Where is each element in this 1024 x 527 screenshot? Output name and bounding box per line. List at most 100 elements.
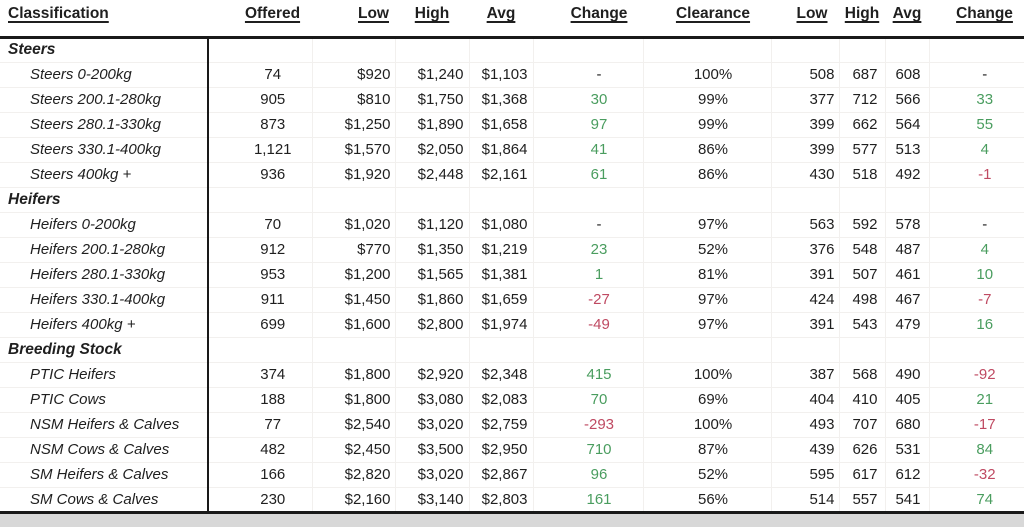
- cell-high-cwt: 498: [839, 287, 886, 313]
- table-row: Steers 400kg +936 $1,920 $2,448 $2,161 61 86%…: [0, 162, 1024, 188]
- table-row: Heifers 330.1-400kg 911 $1,450 $1,860 $1,659…: [0, 287, 1024, 313]
- cell-offered-empty: [208, 337, 313, 363]
- cell-change-price-empty: [533, 187, 644, 213]
- cell-change-price: 710: [533, 437, 644, 463]
- cell-avg-cwt: 487: [885, 237, 930, 263]
- cell-low-cwt: 430: [771, 162, 840, 188]
- cell-change-price: 70: [533, 387, 644, 413]
- cell-classification: Steers 280.1-330kg: [0, 112, 209, 138]
- cell-offered: 74: [208, 62, 313, 88]
- table-row: Heifers 200.1-280kg 912 $770 $1,350 $1,219 23…: [0, 237, 1024, 263]
- cell-clearance-empty: [643, 337, 772, 363]
- cell-low-cwt: 439: [771, 437, 840, 463]
- cell-change-price: 23: [533, 237, 644, 263]
- cell-classification: Steers 200.1-280kg: [0, 87, 209, 113]
- cell-avg-price: $2,950: [469, 437, 534, 463]
- cell-high-price: $3,020: [395, 412, 470, 438]
- table-body: Steers Steers 0-200kg 74 $920 $1,240 $1,103-1…: [0, 37, 1024, 514]
- cell-high-cwt: 577: [839, 137, 886, 163]
- cell-high-price: $3,140: [395, 487, 470, 514]
- cell-low-price: $1,920: [312, 162, 396, 188]
- cell-low-price: $1,800: [312, 362, 396, 388]
- cell-clearance: 99%: [643, 87, 772, 113]
- cell-high-price-empty: [395, 37, 470, 63]
- cell-change-cwt: -: [929, 62, 1024, 88]
- cell-change-cwt-empty: [929, 337, 1024, 363]
- col-header-high-price: High: [395, 0, 469, 39]
- cell-offered: 482: [208, 437, 313, 463]
- group-label: Steers: [0, 37, 209, 63]
- cell-classification: SM Cows & Calves: [0, 487, 209, 514]
- cell-low-price-empty: [312, 187, 396, 213]
- cell-change-cwt-empty: [929, 37, 1024, 63]
- col-header-avg-cwt: Avg: [885, 0, 929, 39]
- cell-low-price: $1,600: [312, 312, 396, 338]
- cell-low-price: $1,250: [312, 112, 396, 138]
- cell-classification: Heifers 330.1-400kg: [0, 287, 209, 313]
- col-header-low-cwt: Low: [771, 0, 839, 39]
- cell-offered: 911: [208, 287, 313, 313]
- cell-low-cwt: 399: [771, 137, 840, 163]
- table-row: NSM Heifers & Calves 77 $2,540 $3,020 $2,759…: [0, 412, 1024, 438]
- cell-avg-price: $2,803: [469, 487, 534, 514]
- cell-avg-cwt: 479: [885, 312, 930, 338]
- cell-clearance: 87%: [643, 437, 772, 463]
- cell-high-price: $2,050: [395, 137, 470, 163]
- cell-classification: NSM Heifers & Calves: [0, 412, 209, 438]
- cell-low-price: $1,450: [312, 287, 396, 313]
- cell-avg-cwt: 564: [885, 112, 930, 138]
- cell-low-cwt: 563: [771, 212, 840, 238]
- cell-high-cwt: 712: [839, 87, 886, 113]
- header-row: Classification Offered Low High Avg Chan…: [0, 0, 1024, 39]
- col-header-classification: Classification: [0, 0, 208, 39]
- cell-avg-cwt: 461: [885, 262, 930, 288]
- table-row: NSM Cows & Calves 482 $2,450 $3,500 $2,950 71…: [0, 437, 1024, 463]
- cell-clearance: 52%: [643, 237, 772, 263]
- group-header-row: Breeding Stock: [0, 337, 1024, 363]
- cell-avg-price: $2,867: [469, 462, 534, 488]
- cell-low-price: $810: [312, 87, 396, 113]
- cell-low-price: $2,820: [312, 462, 396, 488]
- cell-high-price: $1,120: [395, 212, 470, 238]
- cell-high-cwt: 568: [839, 362, 886, 388]
- cell-low-cwt: 493: [771, 412, 840, 438]
- cell-avg-price-empty: [469, 37, 534, 63]
- market-report-sheet: Classification Offered Low High Avg Chan…: [0, 0, 1024, 514]
- cell-avg-price: $1,368: [469, 87, 534, 113]
- col-header-avg-price: Avg: [469, 0, 533, 39]
- cell-low-price: $920: [312, 62, 396, 88]
- cell-high-price: $3,020: [395, 462, 470, 488]
- cell-high-price: $2,920: [395, 362, 470, 388]
- cell-change-price: -49: [533, 312, 644, 338]
- cell-low-price: $1,800: [312, 387, 396, 413]
- cell-low-cwt: 391: [771, 312, 840, 338]
- col-header-change-price: Change: [533, 0, 643, 39]
- cell-avg-cwt: 541: [885, 487, 930, 514]
- table-row: Steers 280.1-330kg 873 $1,250 $1,890 $1,658 9…: [0, 112, 1024, 138]
- cell-avg-price: $1,103: [469, 62, 534, 88]
- cell-avg-price: $2,161: [469, 162, 534, 188]
- cell-low-cwt: 376: [771, 237, 840, 263]
- cell-low-cwt: 391: [771, 262, 840, 288]
- cell-change-cwt: 33: [929, 87, 1024, 113]
- cell-change-cwt: 4: [929, 137, 1024, 163]
- cell-clearance: 100%: [643, 412, 772, 438]
- cell-avg-cwt-empty: [885, 187, 930, 213]
- cell-classification: Heifers 0-200kg: [0, 212, 209, 238]
- cell-avg-cwt: 405: [885, 387, 930, 413]
- cell-change-cwt: -7: [929, 287, 1024, 313]
- cell-low-price: $1,020: [312, 212, 396, 238]
- cell-clearance: 97%: [643, 212, 772, 238]
- cell-avg-price: $1,658: [469, 112, 534, 138]
- cell-avg-price: $1,659: [469, 287, 534, 313]
- cell-change-price-empty: [533, 337, 644, 363]
- cell-low-price: $1,570: [312, 137, 396, 163]
- cell-clearance: 99%: [643, 112, 772, 138]
- cell-clearance: 81%: [643, 262, 772, 288]
- table-row: Heifers 0-200kg 70 $1,020 $1,120 $1,080-97% 5…: [0, 212, 1024, 238]
- cell-low-cwt: 508: [771, 62, 840, 88]
- cell-avg-cwt: 513: [885, 137, 930, 163]
- cell-high-cwt: 707: [839, 412, 886, 438]
- cell-avg-cwt: 578: [885, 212, 930, 238]
- cell-offered: 374: [208, 362, 313, 388]
